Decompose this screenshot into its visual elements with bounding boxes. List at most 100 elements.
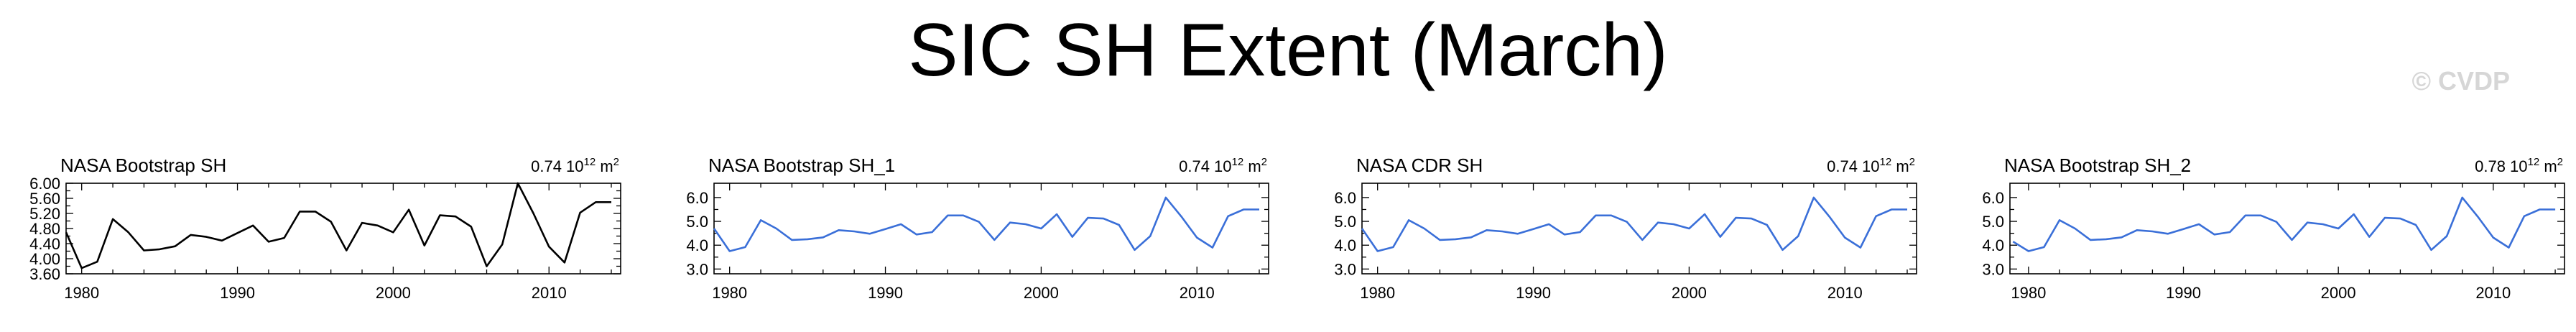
data-point: [1625, 220, 1628, 223]
data-point: [1376, 249, 1379, 253]
x-tick-label: 2000: [376, 284, 411, 302]
chart-panel-2: NASA Bootstrap SH_1 0.74 1012 m2 3.0 4.0 5.0…: [686, 155, 1269, 302]
data-point: [126, 231, 130, 234]
stat-superscript: 2: [1261, 156, 1267, 168]
data-point: [914, 233, 918, 236]
data-point: [837, 229, 840, 232]
stat-superscript: 2: [613, 156, 619, 168]
stat-annotation: 0.74 1012 m2: [1179, 156, 1267, 175]
data-point: [946, 213, 950, 217]
data-point: [2104, 237, 2108, 241]
x-tick-label: 1990: [2166, 284, 2201, 302]
data-point: [2243, 213, 2247, 217]
data-point: [1874, 214, 1878, 218]
page-title: SIC SH Extent (March): [908, 9, 1668, 92]
data-point: [2337, 227, 2340, 231]
x-tick-label: 1990: [868, 284, 903, 302]
panel-title: NASA Bootstrap SH_1: [708, 155, 895, 176]
data-point: [1797, 234, 1800, 238]
data-point: [1454, 237, 1458, 241]
series-line: [1361, 196, 1907, 252]
series-line: [65, 182, 611, 269]
data-point: [1055, 213, 1059, 216]
data-point: [2368, 235, 2371, 239]
data-point: [1687, 227, 1691, 231]
data-point: [2197, 223, 2201, 226]
data-point: [1469, 236, 1473, 239]
data-point: [1422, 227, 1426, 231]
data-point: [1009, 221, 1012, 224]
data-point: [2166, 232, 2169, 236]
data-point: [298, 210, 302, 213]
data-point: [2026, 249, 2030, 253]
data-point: [2228, 230, 2232, 234]
data-point: [993, 238, 996, 241]
data-point: [2383, 216, 2386, 220]
x-tick-label: 1990: [1516, 284, 1551, 302]
x-tick-label: 1980: [2011, 284, 2046, 302]
data-point: [2460, 195, 2464, 199]
data-point: [1180, 215, 1183, 218]
chart-panel-1: NASA Bootstrap SH 0.74 1012 m2 3.604.004.4…: [29, 155, 621, 302]
data-point: [2073, 227, 2077, 231]
stat-superscript: 12: [2528, 156, 2540, 168]
data-point: [282, 236, 286, 240]
data-point: [790, 238, 794, 241]
data-point: [2290, 238, 2294, 241]
y-tick-label: 4.0: [686, 236, 708, 254]
data-point: [1812, 195, 1815, 199]
data-point: [884, 227, 887, 231]
data-point: [578, 211, 582, 214]
data-point: [361, 221, 364, 225]
data-point: [1226, 214, 1230, 218]
data-point: [111, 217, 115, 221]
data-point: [806, 237, 810, 241]
panel-title: NASA CDR SH: [1356, 155, 1483, 176]
data-point: [1609, 213, 1613, 217]
data-point: [2182, 227, 2185, 231]
data-point: [392, 231, 395, 234]
x-tick-label: 1980: [64, 284, 99, 302]
data-point: [2445, 234, 2449, 238]
x-tick-label: 2000: [1672, 284, 1707, 302]
data-point: [236, 231, 239, 235]
data-point: [2213, 233, 2216, 236]
data-point: [2089, 238, 2093, 241]
stat-annotation: 0.74 1012 m2: [531, 156, 619, 175]
data-point: [485, 264, 488, 268]
data-point: [2321, 223, 2325, 226]
data-point: [454, 215, 458, 218]
data-point: [2476, 215, 2480, 218]
data-point: [1562, 233, 1566, 236]
plot-frame: [713, 183, 1269, 275]
y-tick-label: 3.0: [686, 260, 708, 278]
data-point: [1102, 217, 1106, 221]
stat-text: 0.74 10: [1179, 157, 1231, 175]
data-point: [1641, 238, 1644, 241]
data-point: [1117, 223, 1121, 227]
stat-text: m: [2539, 157, 2557, 175]
data-point: [1858, 246, 1862, 249]
data-point: [2554, 208, 2557, 211]
data-point: [2042, 245, 2046, 249]
data-point: [961, 213, 965, 217]
data-point: [173, 244, 177, 248]
data-point: [1242, 208, 1246, 211]
data-point: [251, 223, 255, 227]
data-point: [1781, 248, 1784, 252]
data-point: [1672, 223, 1675, 226]
chart-panel-3: NASA CDR SH 0.74 1012 m2 3.0 4.0 5.0 6.0 1980 1…: [1334, 155, 1917, 302]
data-point: [158, 247, 162, 251]
data-point: [1765, 223, 1769, 227]
data-point: [759, 218, 763, 222]
y-tick-label: 6.0: [1982, 189, 2004, 207]
data-point: [1257, 208, 1261, 211]
x-tick-label: 1980: [712, 284, 747, 302]
data-point: [469, 225, 473, 229]
y-tick-label: 4.40: [29, 235, 60, 253]
data-point: [205, 235, 208, 239]
y-tick-label: 6.00: [29, 175, 60, 193]
data-point: [422, 244, 426, 247]
data-point: [2491, 236, 2495, 239]
data-point: [1703, 213, 1707, 216]
